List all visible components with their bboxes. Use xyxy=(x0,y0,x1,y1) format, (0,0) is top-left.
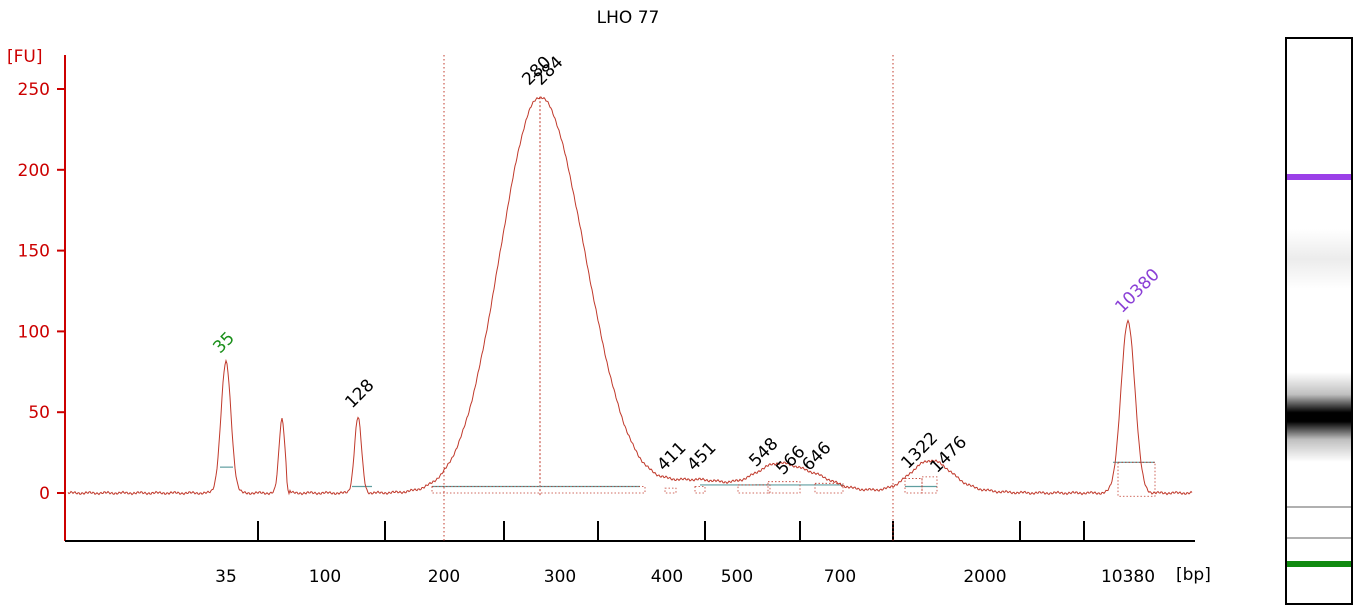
peak-label: 10380 xyxy=(1111,265,1163,317)
x-tick-label: 200 xyxy=(428,567,460,587)
integration-region xyxy=(1117,461,1156,497)
peak-label: 451 xyxy=(683,438,720,475)
gel-band-faint-high xyxy=(1287,228,1351,289)
integration-region xyxy=(904,478,923,494)
peak-label: 128 xyxy=(341,375,378,412)
y-tick-label: 50 xyxy=(28,403,50,423)
x-tick-label: 700 xyxy=(824,567,856,587)
peak-label: 411 xyxy=(653,438,690,475)
gel-band-faint-low-2 xyxy=(1287,537,1351,540)
y-tick-label: 250 xyxy=(18,80,50,100)
x-tick-label: 35 xyxy=(215,567,237,587)
electropherogram-plot: LHO 77 [FU] [bp] 0 50 100 150 200 250 35 100 20… xyxy=(7,8,1211,587)
gel-band-upper-marker xyxy=(1287,174,1351,181)
integration-region xyxy=(814,482,844,494)
axes xyxy=(64,55,1195,542)
integration-region xyxy=(921,476,938,494)
integration-region xyxy=(737,484,771,494)
integration-region xyxy=(431,486,646,494)
y-tick-label: 0 xyxy=(39,484,50,504)
integration-region xyxy=(767,481,801,494)
x-axis-label: [bp] xyxy=(1176,565,1211,585)
x-tick-label: 100 xyxy=(309,567,341,587)
x-tick-label: 10380 xyxy=(1101,567,1155,587)
y-axis-label: [FU] xyxy=(7,47,43,67)
x-tick-label: 300 xyxy=(544,567,576,587)
y-tick-label: 100 xyxy=(18,322,50,342)
x-tick-label: 500 xyxy=(721,567,753,587)
gel-band-main-band xyxy=(1287,371,1351,462)
integration-region xyxy=(664,487,677,494)
vertical-marker-lines xyxy=(443,55,894,541)
gel-band-faint-low-1 xyxy=(1287,506,1351,509)
y-tick-label: 200 xyxy=(18,161,50,181)
gel-band-lower-marker xyxy=(1287,560,1351,567)
peak-label: 35 xyxy=(209,328,238,357)
signal-trace xyxy=(67,96,1193,496)
peak-baselines xyxy=(220,461,1156,497)
trace-line xyxy=(67,96,1193,496)
x-tick-label: 400 xyxy=(651,567,683,587)
x-axis-ticks: 35 100 200 300 400 500 700 2000 10380 xyxy=(215,521,1155,587)
integration-region xyxy=(694,486,706,494)
gel-lane xyxy=(1285,37,1353,605)
x-tick-label: 2000 xyxy=(963,567,1006,587)
y-tick-label: 150 xyxy=(18,242,50,262)
chart-title: LHO 77 xyxy=(597,8,660,28)
y-axis-ticks: 0 50 100 150 200 250 xyxy=(18,80,65,504)
